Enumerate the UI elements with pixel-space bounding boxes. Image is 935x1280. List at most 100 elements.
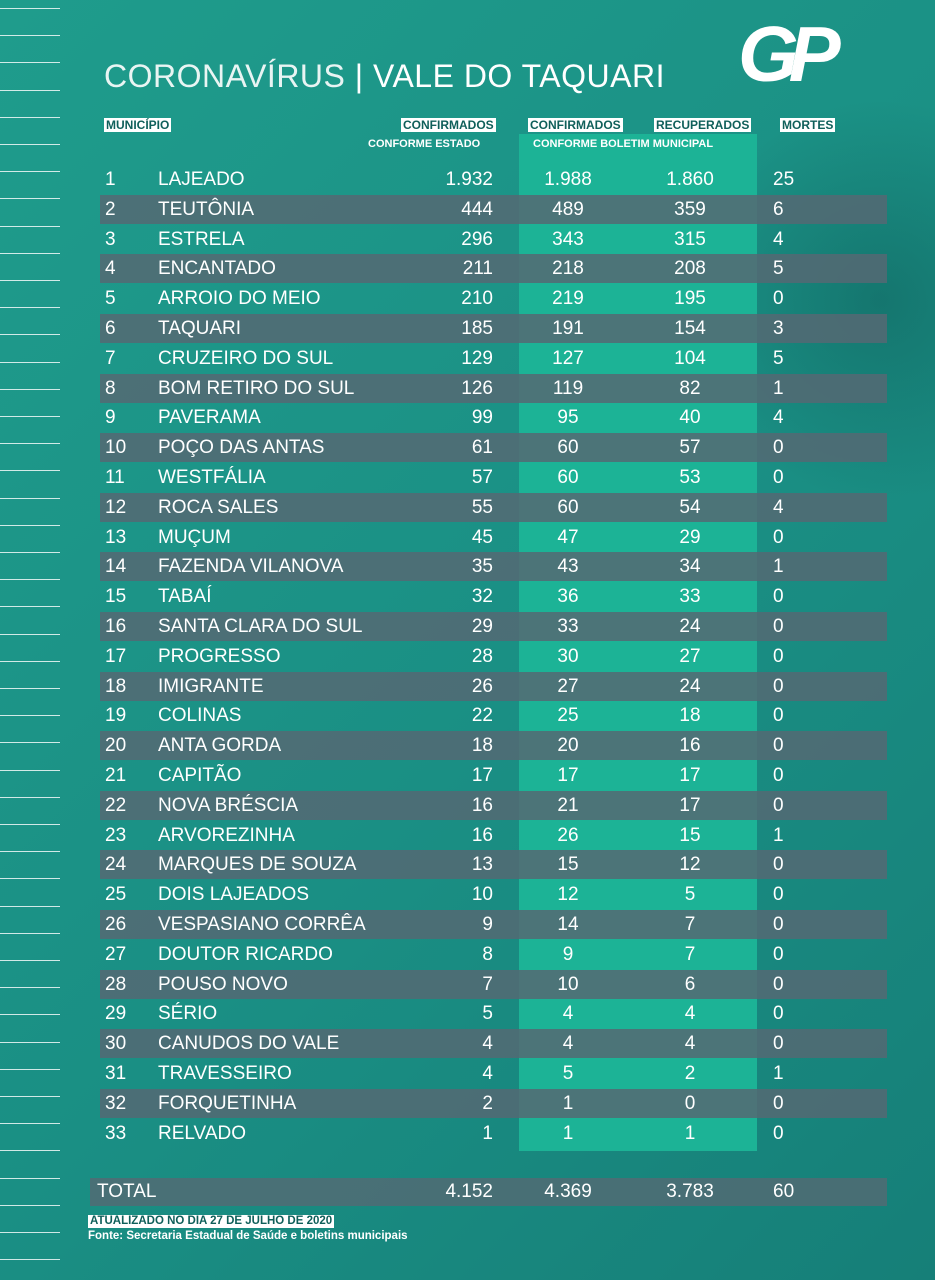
municipality: SÉRIO: [158, 1003, 218, 1025]
decor-line: [0, 742, 60, 743]
total-label: TOTAL: [97, 1181, 157, 1202]
confirmed-state: 4: [482, 1063, 493, 1084]
recovered: 195: [674, 288, 706, 310]
deaths: 0: [773, 705, 784, 727]
row-number: 22: [105, 794, 127, 816]
recovered: 27: [679, 645, 701, 667]
confirmed-municipal: 17: [557, 765, 579, 786]
confirmed-municipal: 21: [557, 794, 579, 816]
deaths: 0: [773, 526, 784, 548]
source-note: Fonte: Secretaria Estadual de Saúde e bo…: [88, 1230, 408, 1242]
row-number: 20: [105, 735, 127, 757]
col-mortes: MORTES: [780, 118, 836, 132]
title-separator: |: [354, 58, 364, 94]
deaths: 0: [773, 794, 784, 816]
row-number: 33: [105, 1122, 127, 1144]
title-right: VALE DO TAQUARI: [372, 58, 665, 94]
col-municipio: MUNICÍPIO: [104, 118, 172, 132]
recovered: 40: [679, 407, 701, 429]
deaths: 0: [773, 765, 784, 786]
confirmed-municipal: 489: [552, 198, 584, 220]
municipality: DOUTOR RICARDO: [158, 943, 333, 965]
row-stripe: [100, 850, 887, 880]
decor-line: [0, 933, 60, 934]
recovered: 33: [679, 586, 701, 608]
confirmed-state: 18: [471, 735, 493, 757]
decor-line: [0, 688, 60, 689]
municipality: BOM RETIRO DO SUL: [158, 377, 355, 399]
confirmed-municipal: 26: [557, 824, 579, 846]
col-confirmados-estado: CONFIRMADOS: [401, 118, 496, 132]
col-confirmados-municipal: CONFIRMADOS: [528, 118, 623, 132]
row-number: 1: [105, 169, 116, 190]
row-number: 31: [105, 1063, 127, 1084]
municipality: ROCA SALES: [158, 496, 279, 518]
deaths: 0: [773, 884, 784, 906]
confirmed-state: 9: [482, 914, 493, 935]
decor-line: [0, 770, 60, 771]
decor-line: [0, 117, 60, 118]
decor-line: [0, 1014, 60, 1015]
recovered: 17: [679, 765, 701, 786]
confirmed-state: 55: [471, 496, 493, 518]
confirmed-municipal: 4: [562, 1003, 574, 1025]
title-left: CORONAVÍRUS: [104, 58, 346, 94]
recovered: 4: [684, 1003, 696, 1025]
recovered: 5: [684, 884, 696, 906]
confirmed-state: 13: [471, 854, 493, 876]
confirmed-municipal: 60: [557, 496, 579, 518]
row-stripe: [100, 373, 887, 403]
row-stripe: [100, 1029, 887, 1059]
decor-line: [0, 1205, 60, 1206]
recovered: 18: [679, 705, 701, 727]
recovered: 359: [674, 198, 706, 220]
row-number: 16: [105, 616, 127, 637]
title: CORONAVÍRUS | VALE DO TAQUARI: [104, 58, 665, 95]
confirmed-state: 45: [471, 526, 493, 548]
row-number: 8: [105, 377, 116, 399]
municipality: ENCANTADO: [158, 258, 276, 280]
recovered: 0: [684, 1092, 696, 1114]
row-number: 7: [105, 347, 116, 369]
municipality: MUÇUM: [158, 526, 231, 548]
confirmed-state: 1.932: [445, 169, 493, 190]
recovered: 208: [674, 258, 706, 280]
decor-line: [0, 525, 60, 526]
deaths: 0: [773, 854, 784, 876]
recovered: 154: [674, 318, 706, 339]
recovered: 24: [679, 616, 701, 637]
confirmed-municipal: 127: [552, 347, 584, 369]
decor-line: [0, 1178, 60, 1179]
row-number: 5: [105, 288, 116, 310]
row-stripe: [100, 492, 887, 522]
municipality: TEUTÔNIA: [158, 198, 255, 220]
total-confirmed-state: 4.152: [445, 1181, 493, 1202]
decor-line: [0, 416, 60, 417]
municipality: NOVA BRÉSCIA: [158, 794, 299, 816]
decor-line: [0, 443, 60, 444]
confirmed-state: 57: [471, 467, 493, 488]
row-number: 13: [105, 526, 127, 548]
municipality: PROGRESSO: [158, 645, 281, 667]
confirmed-municipal: 218: [552, 258, 584, 280]
deaths: 3: [773, 318, 784, 339]
row-number: 18: [105, 675, 127, 697]
deaths: 0: [773, 973, 784, 995]
confirmed-municipal: 47: [557, 526, 579, 548]
deaths: 0: [773, 288, 784, 310]
deaths: 0: [773, 616, 784, 637]
decor-line: [0, 606, 60, 607]
row-number: 26: [105, 914, 127, 935]
confirmed-municipal: 4: [562, 1033, 574, 1055]
deaths: 0: [773, 1003, 784, 1025]
deaths: 4: [773, 496, 784, 518]
municipality: PAVERAMA: [158, 407, 261, 429]
confirmed-municipal: 60: [557, 437, 579, 459]
confirmed-state: 99: [471, 407, 493, 429]
municipality: TRAVESSEIRO: [158, 1063, 292, 1084]
row-number: 30: [105, 1033, 127, 1055]
row-number: 3: [105, 228, 116, 250]
confirmed-municipal: 36: [557, 586, 579, 608]
decor-line: [0, 797, 60, 798]
deaths: 4: [773, 228, 784, 250]
